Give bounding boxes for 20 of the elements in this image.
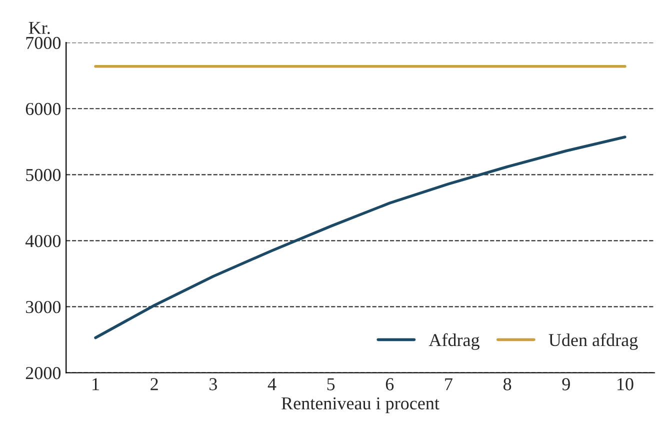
x-axis-title: Renteniveau i procent [282,397,440,414]
x-tick-label: 4 [268,378,276,390]
x-tick-label: 2 [150,378,158,390]
x-tick-label: 8 [503,378,512,390]
legend-label: Uden afdrag [548,333,638,350]
y-tick-label: 6000 [26,102,61,116]
x-tick-label: 7 [445,378,452,390]
x-tick-label: 9 [562,378,570,390]
x-tick-label: 3 [210,378,217,390]
y-tick-label: 3000 [26,300,61,314]
y-tick-label: 7000 [26,36,61,50]
y-tick-label: 5000 [26,168,61,182]
y-axis-title: Kr. [28,22,50,34]
y-tick-label: 4000 [25,234,61,248]
y-tick-label: 2000 [26,367,61,380]
x-tick-label: 6 [386,378,394,390]
x-tick-label: 5 [327,378,335,390]
x-tick-label: 10 [618,378,634,390]
legend-label: Afdrag [428,333,480,350]
x-tick-label: 1 [92,378,99,390]
